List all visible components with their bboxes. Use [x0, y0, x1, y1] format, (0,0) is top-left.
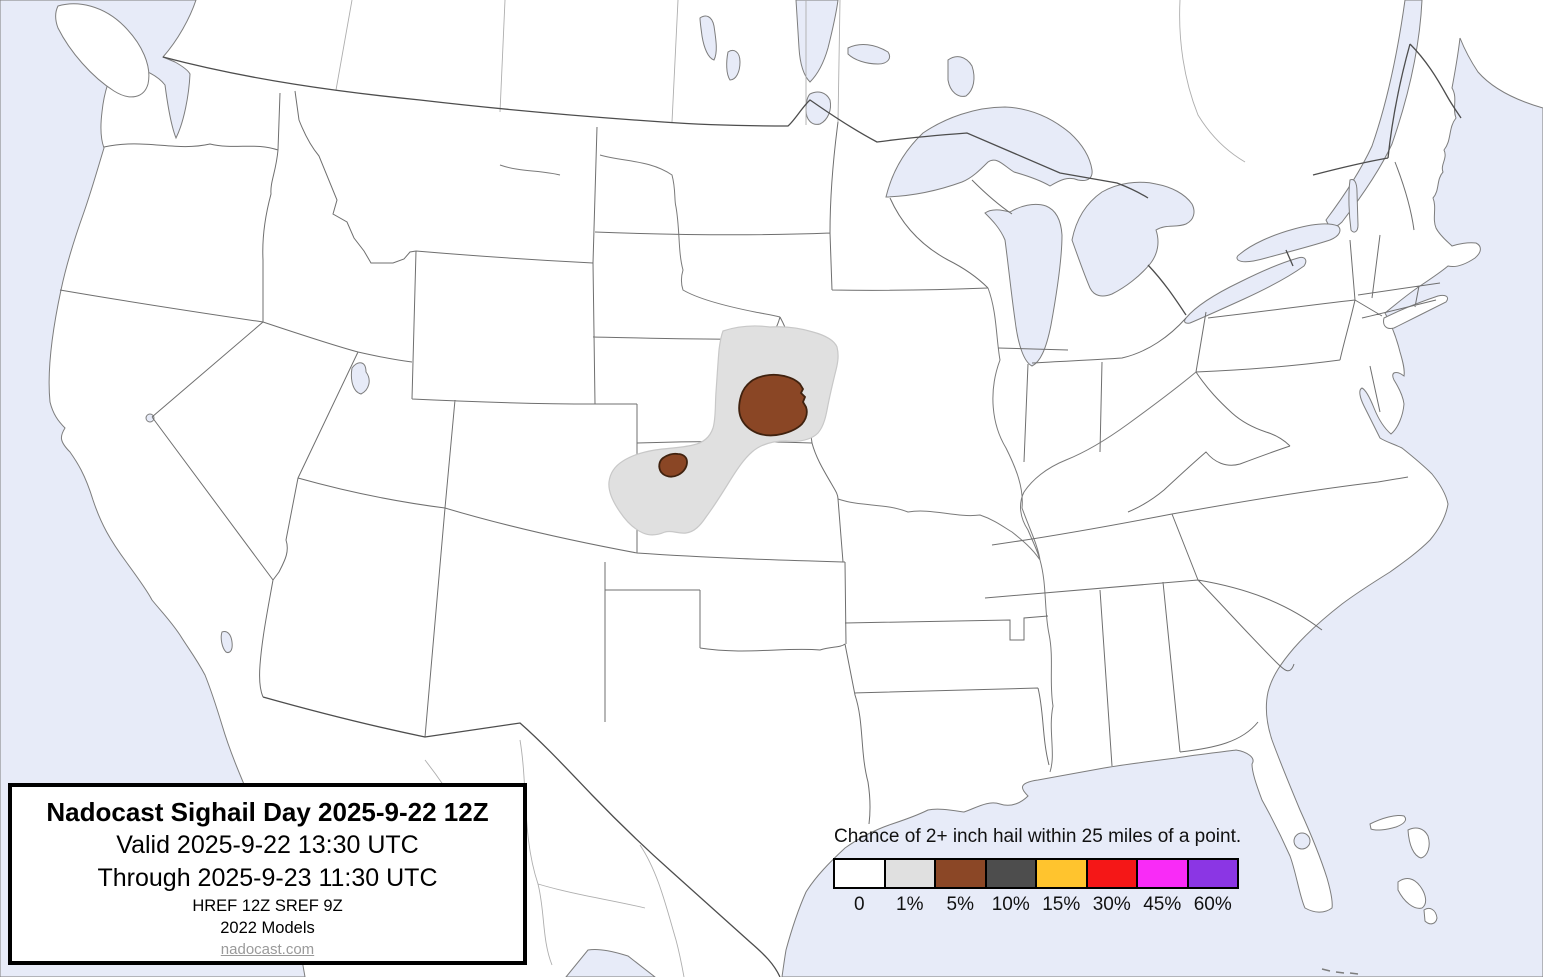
atlantic-gulf-ocean [781, 37, 1543, 977]
lake-winnipegosis [699, 15, 717, 61]
legend-label-15pct: 15% [1042, 894, 1081, 915]
lake-erie [1184, 257, 1307, 324]
risk-area-5pct-colorado [658, 452, 688, 478]
legend-label-10pct: 10% [991, 894, 1030, 915]
risk-area-5pct-nebraska [738, 373, 808, 437]
legend-labels-row: 0 1% 5% 10% 15% 30% 45% 60% [833, 894, 1241, 916]
forecast-model-year: 2022 Models [220, 919, 315, 937]
legend-caption: Chance of 2+ inch hail within 25 miles o… [834, 826, 1242, 847]
legend-swatch-10pct [984, 858, 1037, 889]
bahamas-island-1 [1369, 815, 1407, 831]
legend-label-45pct: 45% [1143, 894, 1182, 915]
mexico-border [262, 696, 781, 977]
rivers [499, 154, 1197, 773]
islands [55, 3, 1449, 925]
lake-superior [885, 106, 1093, 198]
legend-swatch-5pct [934, 858, 987, 889]
hail-probability-legend: Chance of 2+ inch hail within 25 miles o… [833, 826, 1241, 916]
lake-manitoba [726, 49, 741, 81]
legend-swatch-15pct [1035, 858, 1088, 889]
legend-color-bar [833, 858, 1241, 889]
forecast-through-time: Through 2025-9-23 11:30 UTC [97, 864, 438, 892]
hail-risk-areas [608, 325, 839, 536]
forecast-model-sources: HREF 12Z SREF 9Z [192, 897, 343, 915]
legend-swatch-30pct [1085, 858, 1138, 889]
legend-label-60pct: 60% [1193, 894, 1232, 915]
legend-label-0: 0 [853, 894, 865, 915]
site-link-row: nadocast.com [12, 939, 523, 960]
long-island [1383, 294, 1449, 329]
forecast-title: Nadocast Sighail Day 2025-9-22 12Z [46, 797, 489, 827]
bahamas-island-4 [1423, 907, 1438, 925]
lakes [145, 0, 1359, 850]
bahamas-island-2 [1407, 827, 1430, 859]
lake-ontario [1236, 223, 1341, 263]
legend-label-30pct: 30% [1092, 894, 1131, 915]
legend-swatch-60pct [1186, 858, 1239, 889]
florida-keys [1321, 968, 1359, 975]
bahamas-island-3 [1397, 878, 1427, 909]
legend-swatch-0 [833, 858, 886, 889]
lake-tahoe [145, 413, 155, 423]
legend-swatch-1pct [883, 858, 936, 889]
lake-huron [1071, 181, 1195, 297]
canada-mexico-internal-borders [335, 0, 1246, 977]
nadocast-site-link[interactable]: nadocast.com [220, 941, 315, 958]
gulf-of-california [565, 949, 656, 977]
lake-nipigon [947, 56, 975, 97]
forecast-title-box: Nadocast Sighail Day 2025-9-22 12Z Valid… [8, 783, 527, 965]
legend-label-5pct: 5% [946, 894, 974, 915]
canada-border [162, 43, 1462, 316]
lake-winnipeg [795, 0, 839, 83]
forecast-valid-time: Valid 2025-9-22 13:30 UTC [116, 831, 419, 859]
vancouver-island [55, 3, 150, 98]
pacific-ocean [0, 0, 306, 977]
legend-swatch-45pct [1136, 858, 1189, 889]
great-salt-lake [350, 362, 370, 395]
salton-sea [220, 631, 233, 653]
lake-champlain [1348, 179, 1359, 233]
lake-michigan [984, 203, 1063, 367]
lake-okeechobee [1293, 832, 1311, 850]
rainy-lake [847, 44, 891, 65]
legend-label-1pct: 1% [896, 894, 924, 915]
